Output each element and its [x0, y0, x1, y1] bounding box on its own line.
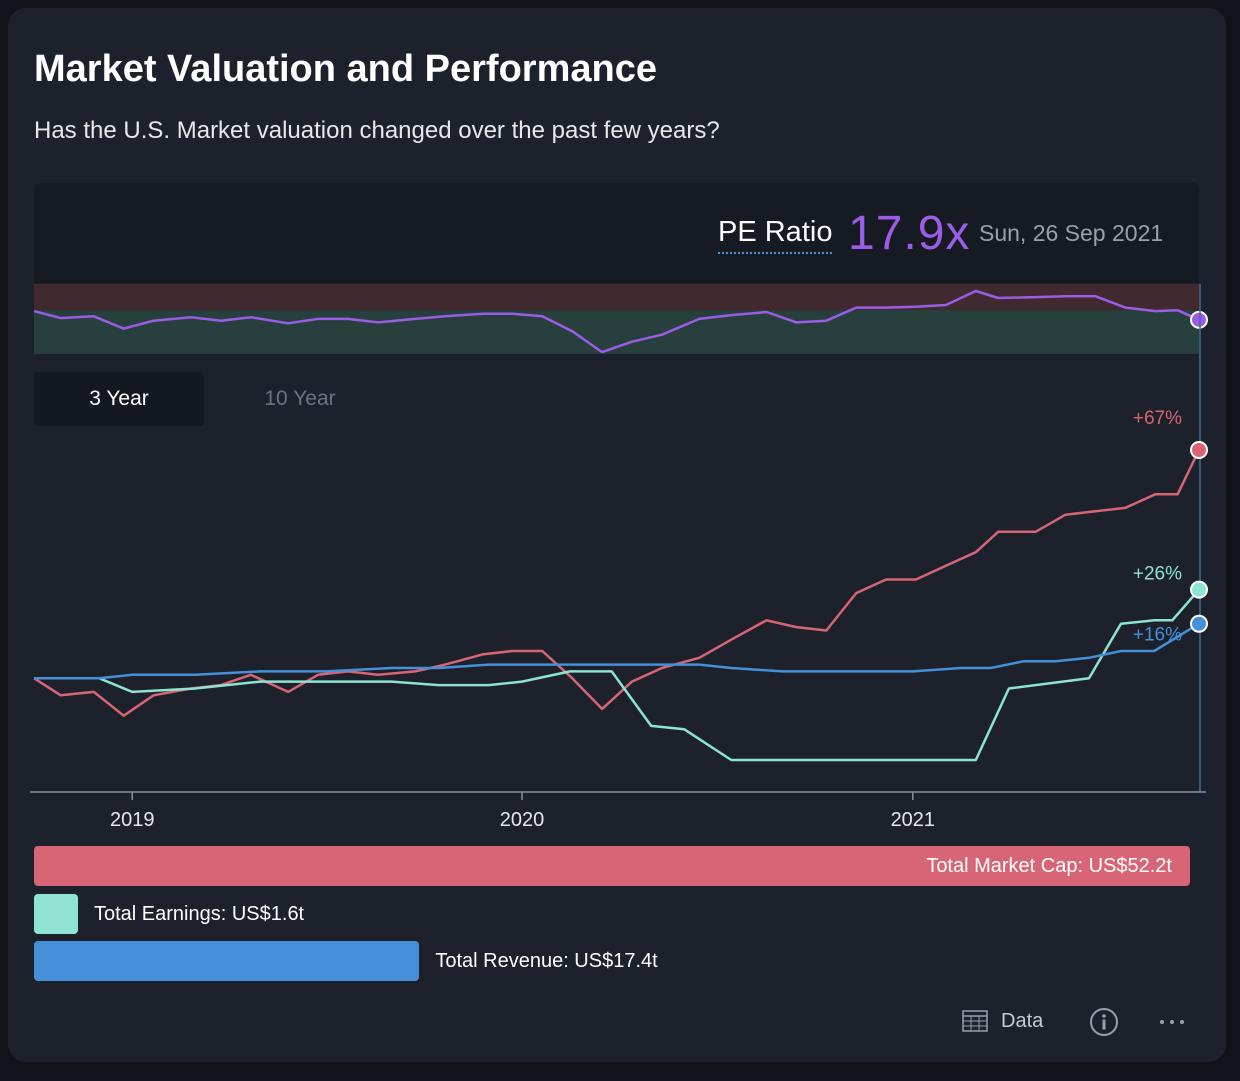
- market-cap-label: Total Market Cap: US$52.2t: [926, 855, 1172, 877]
- total-earnings-marker: [1190, 580, 1208, 599]
- total-earnings-change-label: +26%: [1133, 564, 1182, 585]
- total-market-cap-marker: [1190, 441, 1208, 459]
- data-button[interactable]: Data: [1001, 1010, 1044, 1032]
- earnings-bar: [34, 894, 78, 934]
- pe-ratio-line: [33, 289, 1200, 354]
- page-subtitle: Has the U.S. Market valuation changed ov…: [34, 117, 720, 144]
- total-revenue-marker: [1190, 614, 1208, 633]
- pe-ratio-date: Sun, 26 Sep 2021: [979, 220, 1164, 246]
- pe-ratio-label[interactable]: PE Ratio: [718, 216, 833, 254]
- earnings-label: Total Earnings: US$1.6t: [94, 903, 305, 925]
- revenue-label: Total Revenue: US$17.4t: [435, 950, 658, 972]
- info-icon[interactable]: [1089, 1007, 1119, 1043]
- tab-10-year[interactable]: 10 Year: [264, 387, 336, 410]
- total-market-cap-line: [33, 449, 1201, 717]
- pe-panel: [34, 183, 1199, 283]
- pe-ratio-value: 17.9x: [848, 207, 971, 260]
- pe-ratio-marker: [1190, 310, 1208, 329]
- total-earnings-line: [34, 588, 1200, 762]
- total-market-cap-change-label: +67%: [1133, 408, 1182, 429]
- page-title: Market Valuation and Performance: [34, 48, 657, 90]
- total-revenue-change-label: +16%: [1133, 625, 1182, 646]
- table-icon[interactable]: [962, 1010, 988, 1038]
- revenue-bar: [34, 941, 420, 981]
- more-icon[interactable]: [1158, 1012, 1186, 1038]
- x-tick-label-2021: 2021: [891, 809, 936, 831]
- total-revenue-line: [34, 622, 1200, 680]
- x-tick-label-2020: 2020: [500, 809, 545, 831]
- x-tick-label-2019: 2019: [110, 809, 155, 831]
- pe-chart: [33, 284, 1208, 354]
- market-cap-bar: [34, 846, 1190, 886]
- performance-chart: 2019 2020 2021 +67% +26% +16%: [30, 284, 1208, 831]
- tab-3-year[interactable]: 3 Year: [34, 372, 204, 426]
